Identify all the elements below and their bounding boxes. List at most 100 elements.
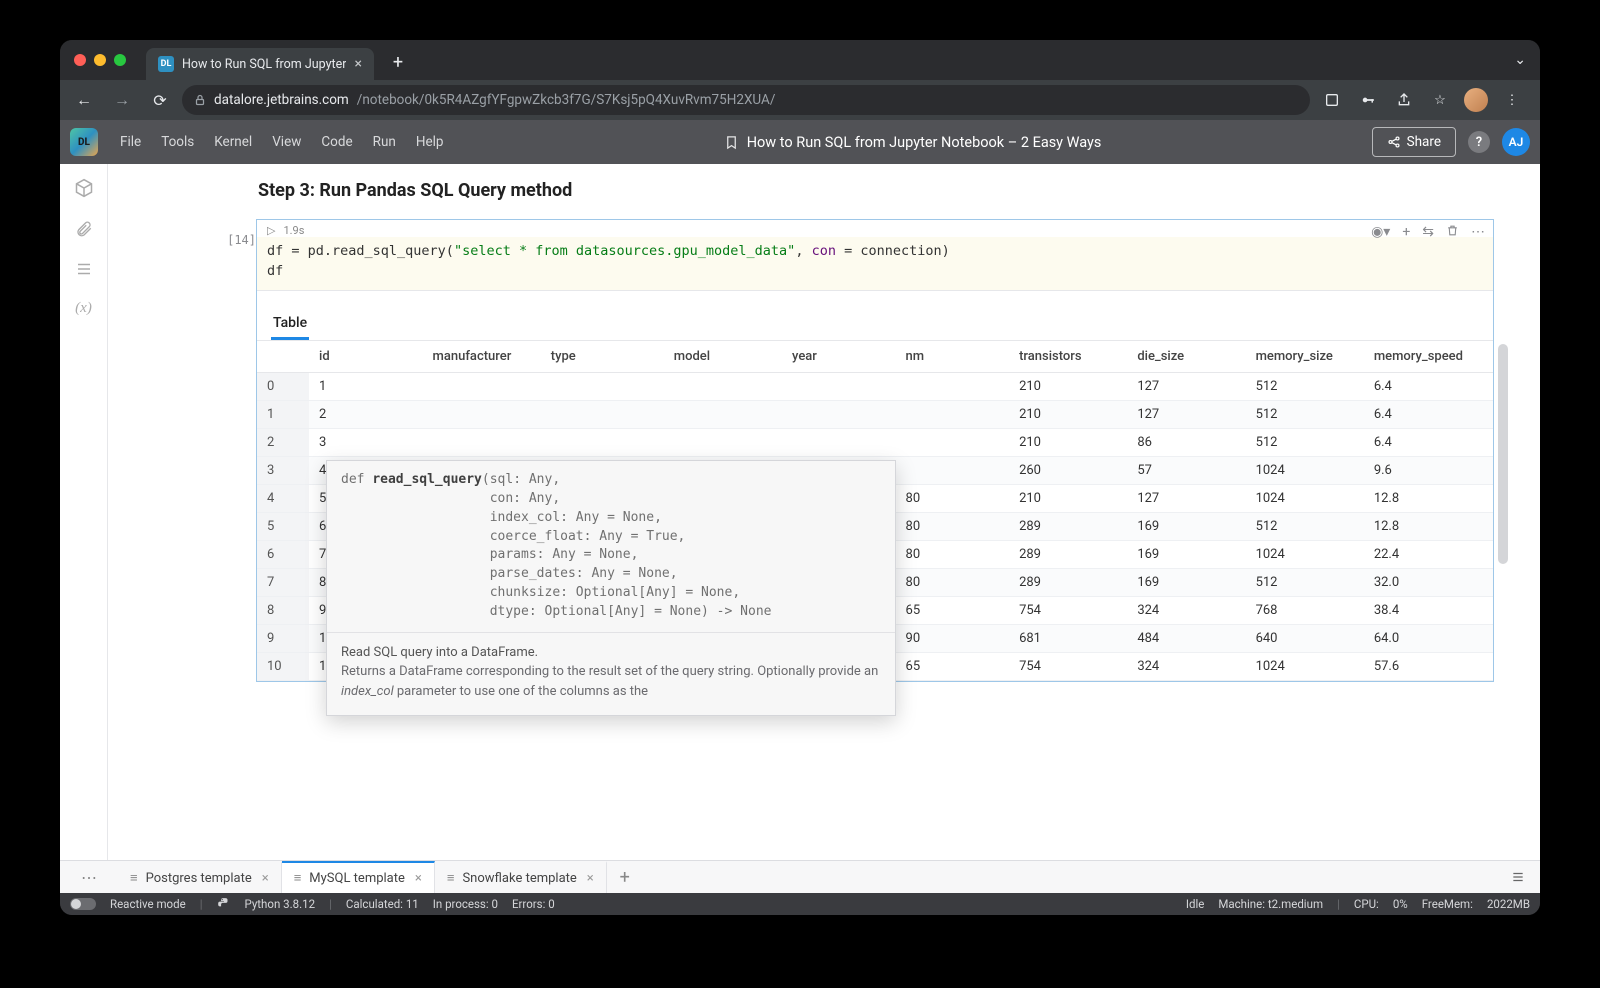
address-bar[interactable]: datalore.jetbrains.com/notebook/0k5R4AZg… <box>182 85 1310 115</box>
maximize-window-button[interactable] <box>114 54 126 66</box>
scrollbar[interactable] <box>1498 344 1508 564</box>
table-cell: 512 <box>1246 372 1364 400</box>
browser-tab[interactable]: DL How to Run SQL from Jupyter × <box>146 48 374 80</box>
table-cell: 768 <box>1246 596 1364 624</box>
sheet-more-icon[interactable]: ⋯ <box>60 861 118 893</box>
table-cell: 6.4 <box>1364 400 1493 428</box>
user-avatar[interactable]: AJ <box>1502 128 1530 156</box>
table-cell <box>423 428 541 456</box>
forward-button[interactable]: → <box>106 84 138 116</box>
table-cell: 2 <box>257 428 309 456</box>
content-area: (x) Step 3: Run Pandas SQL Query method … <box>60 164 1540 860</box>
document-title-area: How to Run SQL from Jupyter Notebook – 2… <box>458 134 1368 151</box>
close-window-button[interactable] <box>74 54 86 66</box>
lock-icon <box>194 94 206 106</box>
column-header[interactable]: type <box>541 341 664 373</box>
install-app-icon[interactable] <box>1316 84 1348 116</box>
table-cell: 512 <box>1246 568 1364 596</box>
column-header[interactable]: manufacturer <box>423 341 541 373</box>
password-key-icon[interactable] <box>1352 84 1384 116</box>
table-row[interactable]: 012101275126.4 <box>257 372 1493 400</box>
table-cell <box>782 400 896 428</box>
cell-more-icon[interactable]: ⋯ <box>1471 224 1485 240</box>
reactive-mode-toggle[interactable] <box>70 898 96 910</box>
python-icon <box>217 897 231 911</box>
profile-avatar[interactable] <box>1460 84 1492 116</box>
table-cell: 754 <box>1009 652 1127 680</box>
variables-icon[interactable]: (x) <box>75 300 92 317</box>
sheet-tab[interactable]: ≡Snowflake template× <box>435 861 607 893</box>
output-tab-table[interactable]: Table <box>271 309 309 340</box>
list-icon: ≡ <box>447 870 455 886</box>
rerun-icon[interactable]: ⇆ <box>1422 224 1434 240</box>
column-header[interactable]: id <box>309 341 423 373</box>
add-sheet-button[interactable]: + <box>607 861 643 893</box>
table-row[interactable]: 23210865126.4 <box>257 428 1493 456</box>
url-domain: datalore.jetbrains.com <box>214 92 349 108</box>
add-cell-icon[interactable]: + <box>1402 224 1410 240</box>
menu-code[interactable]: Code <box>311 128 362 156</box>
table-cell: 1 <box>309 372 423 400</box>
sheet-tab[interactable]: ≡MySQL template× <box>282 861 435 893</box>
output-tabs: Table V <box>257 291 1493 341</box>
close-sheet-icon[interactable]: × <box>262 871 269 886</box>
back-button[interactable]: ← <box>68 84 100 116</box>
new-tab-button[interactable]: + <box>384 52 412 73</box>
status-mem-value: 2022MB <box>1487 897 1530 911</box>
help-button[interactable]: ? <box>1468 131 1490 153</box>
table-cell: 80 <box>896 540 1010 568</box>
attachment-icon[interactable] <box>75 220 93 238</box>
table-cell: 65 <box>896 596 1010 624</box>
browser-actions: ☆ ⋮ <box>1316 84 1532 116</box>
table-row[interactable]: 122101275126.4 <box>257 400 1493 428</box>
column-header[interactable]: memory_size <box>1246 341 1364 373</box>
menu-kernel[interactable]: Kernel <box>204 128 262 156</box>
menu-run[interactable]: Run <box>363 128 406 156</box>
column-header[interactable]: nm <box>896 341 1010 373</box>
close-sheet-icon[interactable]: × <box>415 871 422 886</box>
table-cell: 6.4 <box>1364 428 1493 456</box>
bookmark-star-icon[interactable]: ☆ <box>1424 84 1456 116</box>
table-cell <box>541 372 664 400</box>
close-sheet-icon[interactable]: × <box>587 871 594 886</box>
close-tab-icon[interactable]: × <box>354 56 361 72</box>
bookmark-icon[interactable] <box>724 135 739 150</box>
menu-view[interactable]: View <box>262 128 311 156</box>
python-version: Python 3.8.12 <box>245 897 316 911</box>
menu-tools[interactable]: Tools <box>151 128 204 156</box>
datalore-logo-icon[interactable]: DL <box>70 128 98 156</box>
reload-button[interactable]: ⟳ <box>144 84 176 116</box>
outline-icon[interactable] <box>75 260 93 278</box>
share-page-icon[interactable] <box>1388 84 1420 116</box>
table-cell: 3 <box>309 428 423 456</box>
table-cell: 1024 <box>1246 456 1364 484</box>
status-calculated: Calculated: 11 <box>346 897 419 911</box>
menu-help[interactable]: Help <box>406 128 454 156</box>
browser-menu-icon[interactable]: ⋮ <box>1496 84 1528 116</box>
minimize-window-button[interactable] <box>94 54 106 66</box>
sheet-menu-icon[interactable] <box>1496 861 1540 893</box>
column-header[interactable]: die_size <box>1127 341 1245 373</box>
column-header[interactable]: memory_speed <box>1364 341 1493 373</box>
column-header[interactable]: model <box>664 341 782 373</box>
tab-favicon-icon: DL <box>158 56 174 72</box>
table-cell: 681 <box>1009 624 1127 652</box>
table-cell: 38.4 <box>1364 596 1493 624</box>
visibility-icon[interactable]: ◉▾ <box>1371 224 1390 240</box>
column-header[interactable]: year <box>782 341 896 373</box>
column-header[interactable]: transistors <box>1009 341 1127 373</box>
run-cell-icon[interactable]: ▷ <box>267 224 275 237</box>
sheet-tab[interactable]: ≡Postgres template× <box>118 861 282 893</box>
cube-icon[interactable] <box>74 178 94 198</box>
column-header[interactable] <box>257 341 309 373</box>
status-cpu-label: CPU: <box>1354 897 1379 911</box>
share-button[interactable]: Share <box>1372 127 1456 157</box>
tab-overflow-icon[interactable]: ⌄ <box>1500 52 1540 68</box>
menu-file[interactable]: File <box>110 128 151 156</box>
delete-cell-icon[interactable] <box>1446 224 1459 240</box>
status-mem-label: FreeMem: <box>1422 897 1473 911</box>
table-cell: 65 <box>896 652 1010 680</box>
code-editor[interactable]: df = pd.read_sql_query("select * from da… <box>257 237 1493 291</box>
table-cell: 210 <box>1009 428 1127 456</box>
table-cell: 2 <box>309 400 423 428</box>
